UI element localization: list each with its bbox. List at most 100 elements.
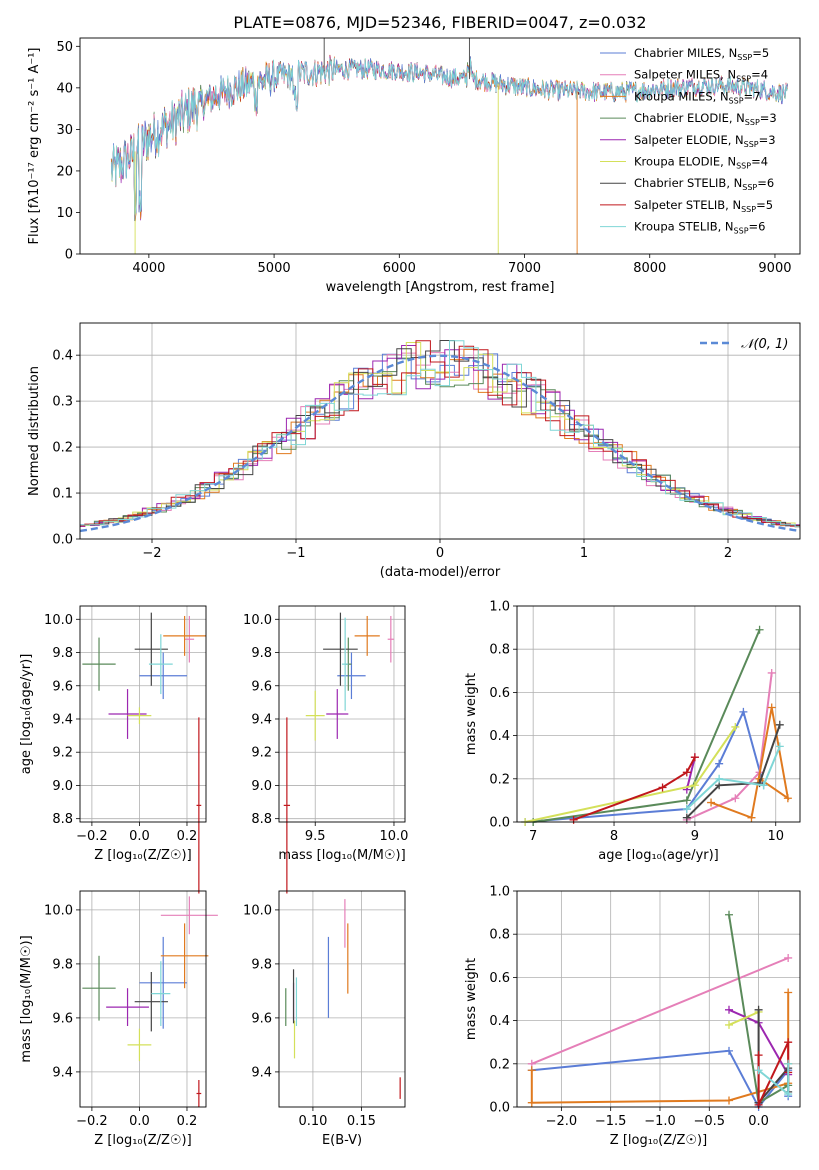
series-salpeter_stelib <box>757 1041 790 1106</box>
series-kroupa_stelib <box>686 746 781 810</box>
y-tick-label: 8.8 <box>251 812 272 827</box>
x-tick-label: 8000 <box>633 261 666 276</box>
marker-chabrier_stelib <box>682 813 691 822</box>
mass_vs_ebv-xlabel: E(B-V) <box>322 1133 362 1148</box>
y-tick-label: 9.6 <box>52 1011 73 1026</box>
residuals-ylabel: Normed distribution <box>27 366 42 496</box>
legend-text: Chabrier MILES, N <box>634 46 737 60</box>
marker-kroupa_miles <box>725 1096 734 1105</box>
legend-text: Salpeter ELODIE, N <box>634 133 744 147</box>
y-tick-label: 1.0 <box>489 600 510 615</box>
marker-chabrier_elodie <box>755 625 764 634</box>
x-tick-label: 8 <box>610 829 618 844</box>
mass_vs_Z-xlabel: Z [log₁₀(Z/Z☉)] <box>94 1133 191 1148</box>
legend-label: Salpeter MILES, NSSP=4 <box>634 68 768 84</box>
marker-kroupa_miles <box>747 813 756 822</box>
marker-salpeter_stelib <box>690 753 699 762</box>
marker-salpeter_stelib <box>569 815 578 824</box>
age_vs_mass-axes: 9.5 10.0 8.8 9.0 9.2 9.4 9.6 9.8 10.0 mass [log₁₀… <box>243 606 408 863</box>
y-tick-label: 0.6 <box>489 686 510 701</box>
y-tick-label: 9.0 <box>52 779 73 794</box>
x-tick-label: 0.2 <box>177 1114 198 1129</box>
marker-kroupa_miles <box>784 988 793 997</box>
x-tick-label: 0.0 <box>129 1114 150 1129</box>
y-tick-label: 0.3 <box>52 395 73 410</box>
y-tick-label: 0.4 <box>489 729 510 744</box>
legend-text: Chabrier ELODIE, N <box>634 111 745 125</box>
x-tick-label: −2 <box>142 546 161 561</box>
y-tick-label: 0 <box>65 248 73 263</box>
age_vs_Z-frame <box>79 605 207 823</box>
marker-salpeter_stelib <box>784 1038 793 1047</box>
marker-kroupa_elodie <box>725 1020 734 1029</box>
y-tick-label: 9.2 <box>52 746 73 761</box>
weight_vs_age-xlabel: age [log₁₀(age/yr)] <box>598 848 719 863</box>
age_vs_Z-xlabel: Z [log₁₀(Z/Z☉)] <box>94 848 191 863</box>
x-tick-label: 9.5 <box>305 829 326 844</box>
legend-sub: SSP <box>736 75 751 84</box>
series-chabrier_stelib <box>686 724 781 819</box>
histogram-salpeter_stelib <box>80 340 800 527</box>
legend-post: =3 <box>760 111 777 125</box>
mass_vs_ebv-grid <box>279 891 405 1107</box>
y-tick-label: 40 <box>56 81 73 96</box>
marker-chabrier_miles <box>725 1046 734 1055</box>
y-tick-label: 30 <box>56 123 73 138</box>
mass_vs_Z-ylabel: mass [log₁₀(M/M☉)] <box>19 935 34 1062</box>
y-tick-label: 0.1 <box>52 487 73 502</box>
histogram-chabrier_stelib <box>80 340 800 529</box>
x-tick-label: 9000 <box>758 261 791 276</box>
legend-post: =5 <box>756 198 773 212</box>
y-tick-label: 8.8 <box>52 812 73 827</box>
residuals-grid <box>80 323 800 540</box>
legend-label: Salpeter STELIB, NSSP=5 <box>634 198 773 214</box>
y-tick-label: 0.0 <box>489 1101 510 1116</box>
x-tick-label: −1 <box>286 546 305 561</box>
y-tick-label: 0.4 <box>489 1014 510 1029</box>
mass_vs_Z-axes: −0.2 0.0 0.2 9.4 9.6 9.8 10.0 Z [log₁₀(Z/Z☉)] ma… <box>19 891 206 1148</box>
spectrum-axes: 4000 5000 6000 7000 8000 9000 0 10 20 30 40 50 wavel… <box>27 40 792 295</box>
marker-kroupa_miles <box>527 1066 536 1075</box>
legend-sub: SSP <box>734 227 749 236</box>
legend-label: Chabrier STELIB, NSSP=6 <box>634 176 774 192</box>
spectrum-xlabel: wavelength [Angstrom, rest frame] <box>326 280 555 295</box>
marker-chabrier_elodie <box>725 910 734 919</box>
y-tick-label: 9.6 <box>251 679 272 694</box>
spectrum-ylabel: Flux [fλ10⁻¹⁷ erg cm⁻² s⁻¹ A⁻¹] <box>27 48 42 245</box>
weight_vs_Z-grid <box>517 890 800 1108</box>
x-tick-label: 6000 <box>383 261 416 276</box>
legend-post: =5 <box>752 46 769 60</box>
y-tick-label: 0.0 <box>489 816 510 831</box>
y-tick-label: 9.8 <box>52 646 73 661</box>
legend-label: Salpeter ELODIE, NSSP=3 <box>634 133 776 149</box>
y-tick-label: 10 <box>56 206 73 221</box>
legend-label: Kroupa STELIB, NSSP=6 <box>634 220 765 236</box>
x-tick-label: 4000 <box>132 261 165 276</box>
legend-text: Salpeter MILES, N <box>634 68 736 82</box>
residuals-axes: −2 −1 0 1 2 0.0 0.1 0.2 0.3 0.4 (data-model)/error… <box>27 323 800 580</box>
weight_vs_Z-frame <box>516 890 801 1108</box>
x-tick-label: 0.0 <box>129 829 150 844</box>
series-salpeter_miles <box>686 672 773 821</box>
y-tick-label: 10.0 <box>44 903 73 918</box>
age_vs_Z-ylabel: age [log₁₀(age/yr)] <box>19 654 34 775</box>
y-tick-label: 9.6 <box>251 1011 272 1026</box>
x-tick-label: −0.5 <box>693 1114 725 1129</box>
series-kroupa_elodie <box>728 1011 759 1026</box>
marker-chabrier_stelib <box>775 720 784 729</box>
age_vs_Z-axes: −0.2 0.0 0.2 8.8 9.0 9.2 9.4 9.6 9.8 10.0 Z [log₁₀… <box>19 606 206 863</box>
y-tick-label: 9.0 <box>251 779 272 794</box>
marker-salpeter_stelib <box>754 1051 763 1060</box>
legend-text: Chabrier STELIB, N <box>634 176 742 190</box>
y-tick-label: 9.4 <box>52 1065 73 1080</box>
mass_vs_ebv-axes: 0.10 0.15 9.4 9.6 9.8 10.0 E(B-V) <box>243 891 405 1148</box>
marker-chabrier_elodie <box>682 796 691 805</box>
x-tick-label: −2.0 <box>546 1114 578 1129</box>
series-salpeter_miles <box>531 957 789 1065</box>
weight_vs_Z-ylabel: mass weight <box>464 958 479 1040</box>
mass_vs_ebv-frame <box>278 890 406 1108</box>
marker-kroupa_miles <box>527 1098 536 1107</box>
y-tick-label: 20 <box>56 164 73 179</box>
legend-post: =6 <box>749 220 766 234</box>
